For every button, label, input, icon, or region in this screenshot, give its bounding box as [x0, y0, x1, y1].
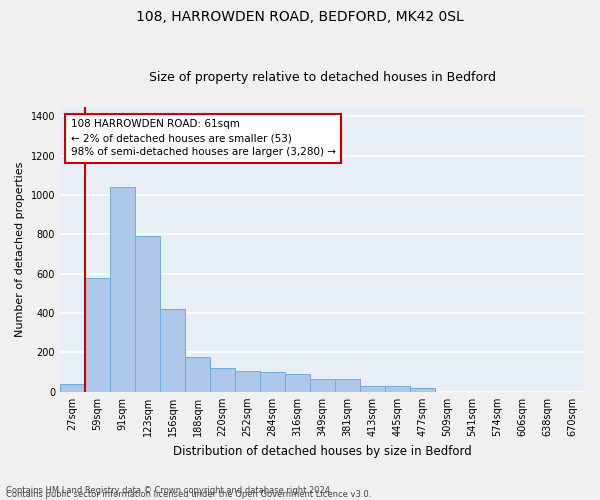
Bar — [235, 371, 260, 392]
Bar — [160, 309, 185, 392]
X-axis label: Distribution of detached houses by size in Bedford: Distribution of detached houses by size … — [173, 444, 472, 458]
Bar — [135, 236, 160, 392]
Text: 108 HARROWDEN ROAD: 61sqm
← 2% of detached houses are smaller (53)
98% of semi-d: 108 HARROWDEN ROAD: 61sqm ← 2% of detach… — [71, 120, 335, 158]
Bar — [260, 372, 285, 392]
Bar — [360, 386, 385, 392]
Bar — [110, 187, 135, 392]
Bar — [60, 384, 85, 392]
Y-axis label: Number of detached properties: Number of detached properties — [15, 162, 25, 337]
Bar — [335, 379, 360, 392]
Bar — [185, 358, 210, 392]
Text: Contains HM Land Registry data © Crown copyright and database right 2024.: Contains HM Land Registry data © Crown c… — [6, 486, 332, 495]
Bar — [285, 374, 310, 392]
Bar — [210, 368, 235, 392]
Bar — [385, 386, 410, 392]
Text: 108, HARROWDEN ROAD, BEDFORD, MK42 0SL: 108, HARROWDEN ROAD, BEDFORD, MK42 0SL — [136, 10, 464, 24]
Title: Size of property relative to detached houses in Bedford: Size of property relative to detached ho… — [149, 72, 496, 85]
Bar — [310, 379, 335, 392]
Bar — [410, 388, 435, 392]
Bar — [85, 278, 110, 392]
Text: Contains public sector information licensed under the Open Government Licence v3: Contains public sector information licen… — [6, 490, 371, 499]
